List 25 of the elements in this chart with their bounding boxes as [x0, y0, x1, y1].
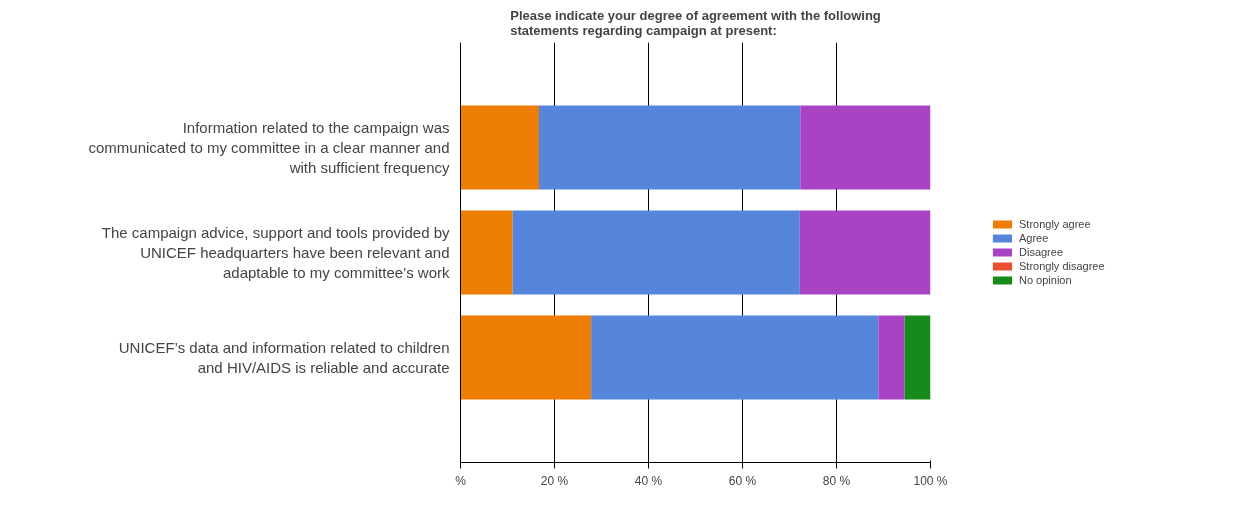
legend-label: Strongly disagree — [1019, 260, 1105, 272]
x-tick-label: 80 % — [822, 473, 851, 488]
bar — [460, 105, 539, 190]
x-tick-label: 40 % — [634, 473, 663, 488]
legend-label: Strongly agree — [1019, 218, 1091, 230]
y-tick-label: The campaign advice, support and tools provided by UNICEF headquarters have been relevant and adaptable to my committee’s work — [101, 223, 450, 282]
bar — [800, 105, 931, 190]
bar — [904, 315, 931, 400]
x-tick-label: 20 % — [540, 473, 569, 488]
y-tick-label: UNICEF’s data and information related to children and HIV/AIDS is reliable and accurate — [118, 338, 450, 377]
bar — [538, 105, 801, 190]
bar — [591, 315, 879, 400]
bar — [460, 315, 592, 400]
x-tick-label: 100 % — [913, 473, 948, 488]
legend-label: Disagree — [1019, 246, 1064, 258]
y-tick-label: Information related to the campaign was communicated to my committee in a clear manner and with sufficient frequency — [88, 118, 450, 177]
chart-title: Please indicate your degree of agreement with the following statements regarding campaign at present: — [510, 7, 881, 38]
x-tick-label: 60 % — [728, 473, 757, 488]
bar — [460, 210, 513, 295]
x-tick-label: % — [455, 473, 467, 488]
bar — [878, 315, 905, 400]
bar — [512, 210, 800, 295]
bar — [799, 210, 931, 295]
legend-label: Agree — [1019, 232, 1049, 244]
legend-label: No opinion — [1019, 274, 1072, 286]
